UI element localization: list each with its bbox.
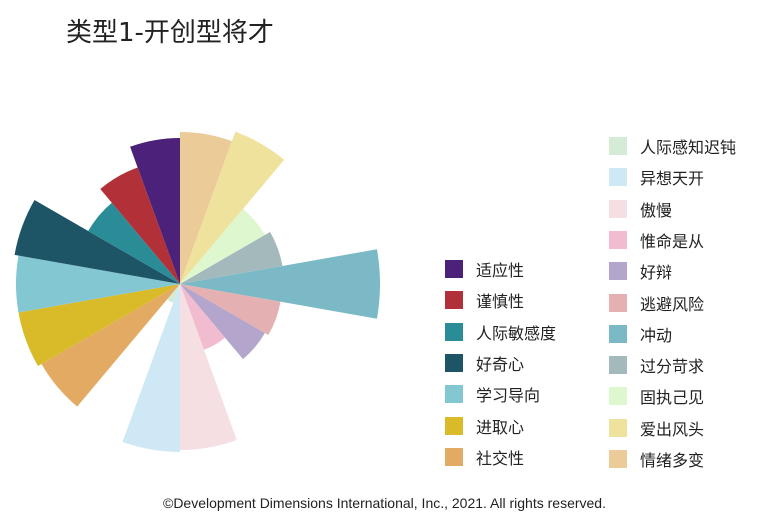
legend-right-item: 爱出风头 xyxy=(609,416,704,440)
polar-slice-12 xyxy=(41,284,180,407)
legend-label: 过分苛求 xyxy=(640,357,705,377)
legend-right-item: 冲动 xyxy=(609,322,672,346)
legend-label: 好辩 xyxy=(640,263,673,283)
legend-label: 谨慎性 xyxy=(476,292,525,312)
polar-slice-18 xyxy=(130,138,180,284)
polar-slice-4 xyxy=(180,232,283,284)
legend-swatch xyxy=(445,447,463,466)
legend-swatch xyxy=(609,324,627,343)
legend-label: 适应性 xyxy=(476,261,525,280)
legend-right-item: 好辩 xyxy=(609,259,672,283)
legend-right-item: 固执己见 xyxy=(609,384,704,408)
legend-right-item: 人际感知迟钝 xyxy=(609,134,736,158)
polar-slice-2 xyxy=(180,131,285,284)
polar-slice-15 xyxy=(14,200,180,284)
legend-label: 傲慢 xyxy=(640,200,673,220)
polar-slice-14 xyxy=(15,255,180,313)
legend-left-item: 谨慎性 xyxy=(445,288,524,312)
legend-swatch xyxy=(609,230,627,249)
legend-swatch xyxy=(609,387,627,406)
legend-label: 人际敏感度 xyxy=(476,323,557,343)
legend-swatch xyxy=(609,199,627,218)
legend-swatch xyxy=(609,418,627,437)
copyright-footer: ©Development Dimensions International, I… xyxy=(163,495,606,511)
polar-slice-9 xyxy=(180,284,237,450)
polar-slice-3 xyxy=(180,208,265,284)
legend-label: 学习导向 xyxy=(476,386,541,406)
legend-swatch xyxy=(609,450,627,468)
polar-slice-6 xyxy=(180,284,281,335)
legend-right-item: 傲慢 xyxy=(609,197,672,221)
legend-swatch xyxy=(609,293,627,312)
legend-label: 好奇心 xyxy=(476,354,525,374)
legend-right-item: 过分苛求 xyxy=(609,353,704,377)
legend-right-item: 惟命是从 xyxy=(609,228,704,252)
legend-left-item: 进取心 xyxy=(445,414,524,438)
legend-swatch xyxy=(445,260,463,278)
legend-swatch xyxy=(445,353,463,372)
legend-left-item: 社交性 xyxy=(445,445,524,469)
legend-right-item: 异想天开 xyxy=(609,165,704,189)
legend-swatch xyxy=(445,322,463,341)
legend-left-item: 好奇心 xyxy=(445,351,524,375)
polar-slice-7 xyxy=(180,284,265,360)
legend-left-item: 学习导向 xyxy=(445,382,540,406)
legend-left-item: 适应性 xyxy=(445,257,524,281)
legend-label: 人际感知迟钝 xyxy=(640,138,737,157)
legend-swatch xyxy=(445,385,463,404)
legend-label: 惟命是从 xyxy=(640,231,705,251)
legend-label: 冲动 xyxy=(640,325,673,345)
legend-swatch xyxy=(609,168,627,187)
legend-right-item: 逃避风险 xyxy=(609,291,704,315)
legend-swatch xyxy=(609,356,627,375)
legend-label: 进取心 xyxy=(476,417,525,437)
legend-label: 情绪多变 xyxy=(640,451,705,470)
legend-label: 逃避风险 xyxy=(640,294,705,314)
polar-slice-11 xyxy=(167,284,180,303)
legend-swatch xyxy=(609,262,627,281)
legend-swatch xyxy=(445,416,463,435)
legend-swatch xyxy=(609,137,627,155)
legend-right-item: 情绪多变 xyxy=(609,447,704,471)
polar-slice-17 xyxy=(100,167,180,284)
polar-slice-16 xyxy=(88,202,180,284)
polar-slice-10 xyxy=(122,284,180,452)
legend-label: 社交性 xyxy=(476,448,525,468)
legend-label: 爱出风头 xyxy=(640,419,705,439)
polar-slice-8 xyxy=(180,284,225,350)
polar-slice-13 xyxy=(18,284,180,366)
legend-label: 固执己见 xyxy=(640,388,705,408)
legend-label: 异想天开 xyxy=(640,169,705,189)
legend-left-item: 人际敏感度 xyxy=(445,320,556,344)
chart-title: 类型1-开创型将才 xyxy=(66,18,274,48)
polar-slice-1 xyxy=(180,132,232,284)
polar-slice-5 xyxy=(180,249,380,319)
legend-swatch xyxy=(445,291,463,310)
